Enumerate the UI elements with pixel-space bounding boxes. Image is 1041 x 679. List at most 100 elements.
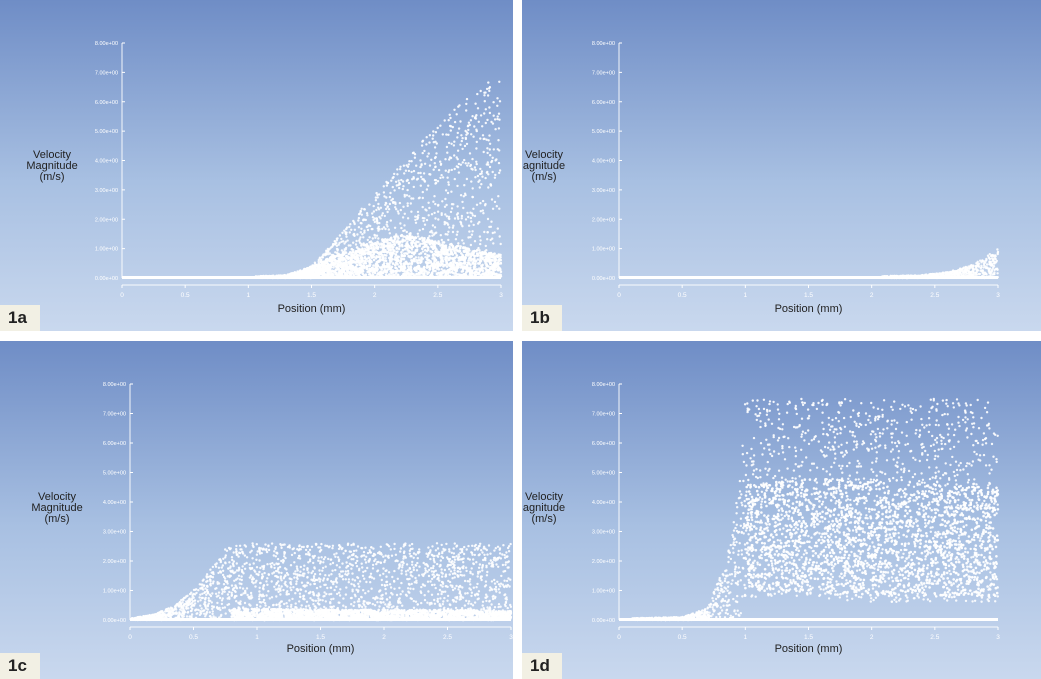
data-point	[490, 220, 493, 223]
data-point	[468, 123, 471, 127]
data-point	[940, 275, 943, 278]
data-point	[381, 255, 385, 259]
data-point	[354, 250, 358, 253]
data-point	[210, 601, 213, 604]
data-point	[498, 80, 501, 84]
data-point	[448, 580, 452, 584]
data-point	[480, 251, 483, 254]
data-point	[486, 570, 489, 574]
data-point	[395, 246, 399, 250]
data-point	[490, 253, 494, 256]
data-point	[181, 616, 184, 620]
data-point	[994, 258, 997, 261]
data-point	[480, 275, 484, 278]
data-point	[394, 553, 398, 556]
data-point	[379, 252, 382, 256]
data-point	[495, 205, 498, 208]
data-point	[361, 233, 364, 236]
data-point	[445, 203, 448, 207]
data-point	[221, 590, 225, 593]
data-point	[342, 252, 346, 256]
data-point	[343, 248, 346, 251]
x-axis-label: Position (mm)	[278, 303, 346, 315]
data-point	[996, 251, 999, 255]
data-point	[328, 265, 332, 269]
data-point	[458, 249, 462, 253]
data-point	[434, 269, 437, 273]
data-point	[420, 175, 423, 179]
data-point	[231, 588, 235, 592]
data-point	[345, 276, 349, 280]
data-point	[988, 253, 991, 256]
data-point	[908, 275, 912, 278]
data-point	[335, 241, 338, 245]
data-point	[477, 120, 480, 124]
data-point	[255, 543, 258, 546]
data-point	[372, 210, 376, 213]
data-point	[491, 156, 494, 159]
data-point	[493, 263, 496, 267]
data-point	[212, 615, 215, 618]
data-point	[364, 605, 367, 608]
data-point	[477, 271, 480, 275]
data-point	[334, 555, 337, 558]
data-point	[336, 248, 339, 251]
data-point	[395, 184, 398, 187]
data-point	[385, 180, 388, 184]
data-point	[394, 253, 398, 256]
data-point	[448, 568, 451, 571]
data-point	[493, 582, 497, 585]
data-point	[974, 267, 978, 270]
data-point	[345, 561, 348, 564]
data-point	[399, 168, 402, 171]
data-point	[349, 268, 352, 271]
data-point	[428, 268, 432, 271]
data-point	[480, 170, 484, 173]
data-point	[457, 217, 460, 220]
data-point	[248, 563, 251, 566]
data-point	[464, 129, 467, 133]
y-axis-label: Magnitude	[31, 502, 82, 514]
data-point	[337, 252, 340, 256]
data-point	[351, 267, 354, 271]
data-point	[454, 606, 458, 610]
data-point	[407, 273, 411, 277]
data-point	[461, 586, 464, 589]
data-point	[426, 241, 429, 244]
data-point	[412, 176, 415, 179]
data-point	[394, 206, 397, 209]
data-point	[436, 210, 440, 213]
data-point	[352, 232, 356, 236]
data-point	[432, 168, 435, 171]
data-point	[468, 249, 471, 252]
data-point	[402, 267, 406, 271]
data-point	[465, 109, 468, 112]
data-point	[444, 276, 447, 280]
data-point	[273, 275, 276, 278]
data-point	[199, 599, 202, 602]
data-point	[482, 272, 486, 276]
data-point	[386, 583, 389, 587]
data-point	[426, 236, 430, 240]
data-point	[401, 240, 404, 243]
data-point	[444, 158, 447, 161]
data-point	[428, 235, 431, 238]
data-point	[420, 270, 423, 274]
data-point	[433, 598, 436, 602]
y-tick-label: 0.00e+00	[95, 276, 118, 282]
data-point	[398, 265, 401, 268]
data-point	[427, 265, 431, 269]
data-point	[958, 276, 961, 279]
data-point	[406, 217, 410, 220]
data-point	[270, 276, 273, 279]
data-point	[996, 276, 999, 279]
data-point	[322, 558, 326, 561]
data-point	[385, 254, 388, 257]
data-point	[465, 177, 469, 181]
data-point	[258, 559, 261, 562]
data-point	[485, 574, 489, 577]
data-point	[318, 256, 322, 259]
data-point	[961, 276, 965, 279]
data-point	[488, 589, 492, 592]
data-point	[262, 584, 265, 588]
